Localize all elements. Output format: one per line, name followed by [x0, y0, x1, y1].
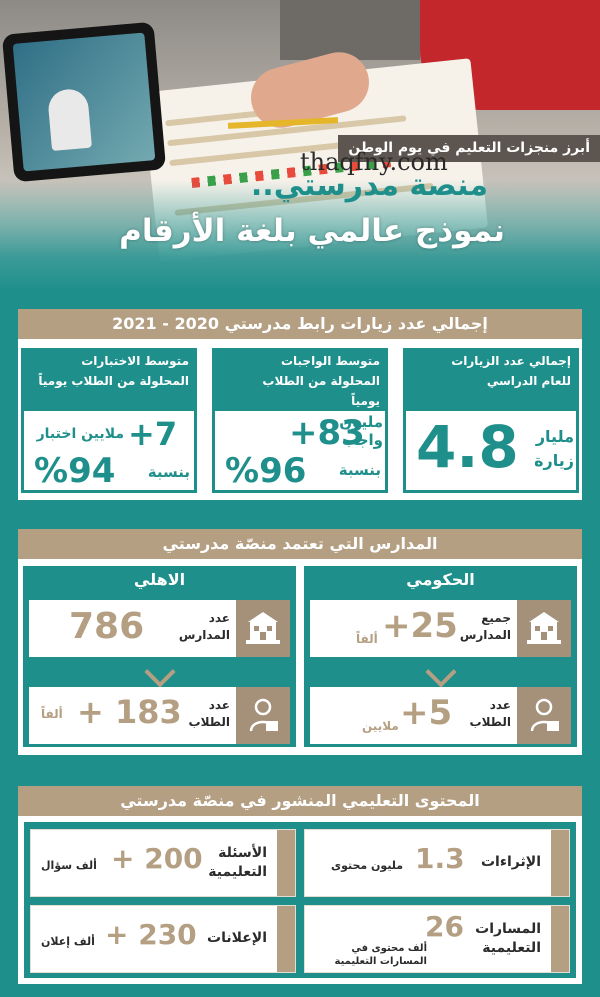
content-value: 1.3 [415, 842, 465, 875]
hero-sofa [280, 0, 420, 60]
content-card-enrichments: الإثراءات 1.3 مليون محتوى [304, 829, 570, 897]
tablet-icon [1, 21, 167, 183]
stat-ratio-label: بنسبة [147, 463, 190, 481]
government-heading: الحكومي [406, 570, 475, 589]
header-tag: أبرز منجزات التعليم في يوم الوطن [338, 135, 600, 162]
students-unit: ملايين [362, 719, 399, 733]
student-icon [517, 687, 571, 744]
government-panel: الحكومي جميع المدارس +25 ألفاً عدد الطلا… [304, 566, 577, 747]
watermark: thaqfny.com [300, 148, 448, 176]
private-schools-row: عدد المدارس 786 [29, 600, 290, 657]
student-icon [236, 687, 290, 744]
schools-title: المدارس التي تعتمد منصّة مدرستي [18, 529, 582, 559]
content-card-announcements: الإعلانات + 230 ألف إعلان [30, 905, 296, 973]
government-schools-row: جميع المدارس +25 ألفاً [310, 600, 571, 657]
content-unit: مليون محتوى [331, 859, 404, 872]
schools-value: +25 [382, 606, 458, 646]
content-label: الإعلانات [207, 930, 267, 946]
schools-section: المدارس التي تعتمد منصّة مدرستي الحكومي … [18, 529, 582, 755]
private-panel: الاهلي عدد المدارس 786 عدد الطلاب + 183 … [23, 566, 296, 747]
page-title: منصة مدرستي.. [250, 168, 488, 203]
school-icon [236, 600, 290, 657]
students-value: + 183 [77, 693, 182, 731]
stat-label: إجمالي عدد الزيارات للعام الدراسي [451, 354, 571, 388]
content-title: المحتوى التعليمي المنشور في منصّة مدرستي [18, 786, 582, 816]
content-value: + 230 [105, 918, 197, 951]
content-value: 26 [425, 910, 464, 943]
content-unit: ألف محتوى في المسارات التعليمية [334, 943, 427, 967]
schools-label: جميع المدارس [459, 611, 511, 642]
students-label: عدد الطلاب [469, 698, 511, 729]
stat-value: 4.8 [416, 413, 519, 481]
schools-value: 786 [69, 606, 145, 647]
students-unit: ألفاً [41, 707, 63, 721]
stat-ratio-label: بنسبة [338, 461, 381, 479]
visits-title: إجمالي عدد زيارات رابط مدرستي 2020 - 202… [18, 309, 582, 339]
content-label: المسارات التعليمية [475, 921, 541, 956]
school-icon [517, 600, 571, 657]
stat-exams: متوسط الاختبارات المحلولة من الطلاب يومي… [21, 348, 197, 493]
content-unit: ألف سؤال [41, 859, 97, 872]
students-value: +5 [400, 693, 453, 733]
private-heading: الاهلي [133, 570, 186, 589]
stat-unit: مليون واجب [339, 413, 383, 449]
content-section: المحتوى التعليمي المنشور في منصّة مدرستي… [18, 786, 582, 984]
stat-unit: ملايين اختبار [36, 426, 124, 442]
content-label: الأسئلة التعليمية [208, 845, 267, 880]
chevron-down-icon [143, 656, 176, 688]
stat-value: +83 [289, 413, 365, 453]
content-value: + 200 [111, 842, 203, 875]
stat-ratio: %94 [34, 451, 116, 491]
content-label: الإثراءات [480, 854, 541, 870]
government-students-row: عدد الطلاب +5 ملايين [310, 687, 571, 744]
content-card-paths: المسارات التعليمية 26 ألف محتوى في المسا… [304, 905, 570, 973]
private-students-row: عدد الطلاب + 183 ألفاً [29, 687, 290, 744]
stat-value: +7 [128, 415, 178, 453]
stat-label: متوسط الاختبارات المحلولة من الطلاب يومي… [38, 354, 189, 388]
schools-label: عدد المدارس [178, 611, 230, 642]
stat-homework: متوسط الواجبات المحلولة من الطلاب يومياً… [212, 348, 388, 493]
chevron-down-icon [424, 656, 457, 688]
visits-section: إجمالي عدد زيارات رابط مدرستي 2020 - 202… [18, 309, 582, 500]
stat-ratio: %96 [225, 451, 307, 491]
students-label: عدد الطلاب [188, 698, 230, 729]
page-subtitle: نموذج عالمي بلغة الأرقام [119, 213, 505, 249]
schools-unit: ألفاً [356, 632, 378, 646]
stat-label: متوسط الواجبات المحلولة من الطلاب يومياً [262, 354, 380, 408]
content-card-questions: الأسئلة التعليمية + 200 ألف سؤال [30, 829, 296, 897]
stat-total-visits: إجمالي عدد الزيارات للعام الدراسي 4.8 مل… [403, 348, 579, 493]
stat-unit: مليار زيارة [534, 427, 574, 470]
content-unit: ألف إعلان [41, 935, 95, 948]
